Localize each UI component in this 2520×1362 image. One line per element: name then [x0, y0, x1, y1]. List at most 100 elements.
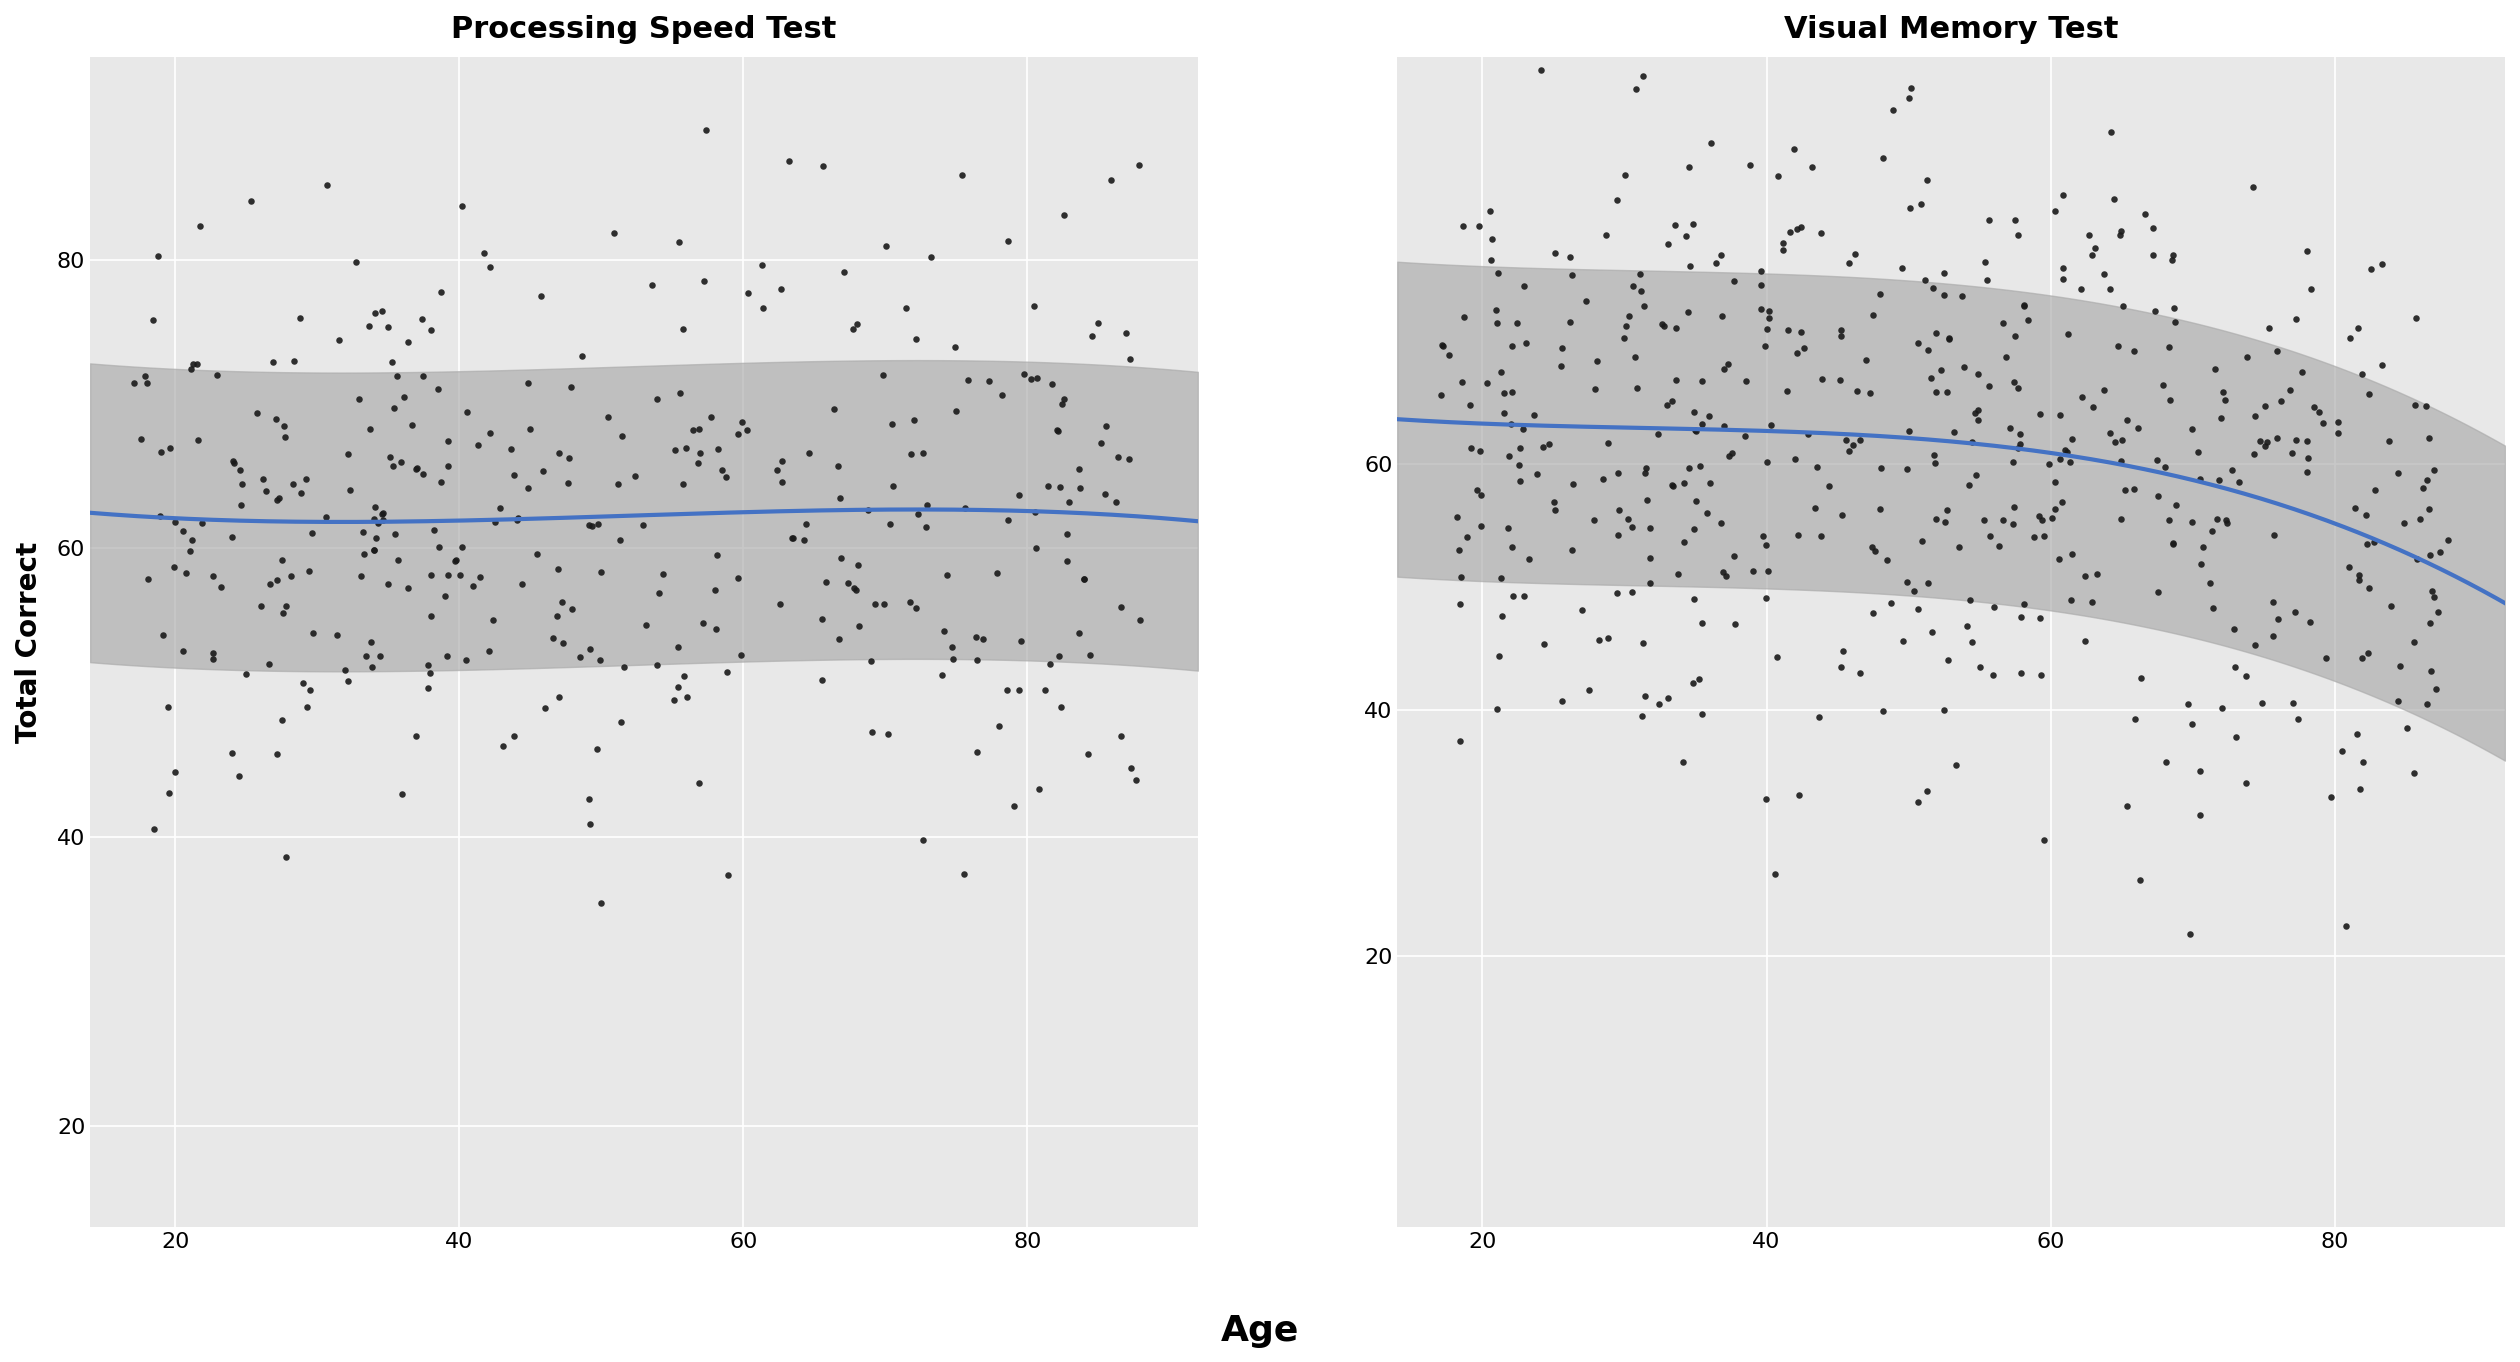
Point	[1925, 285, 1966, 306]
Point	[1754, 864, 1794, 885]
Point	[1887, 87, 1928, 109]
Point	[1673, 671, 1714, 693]
Point	[1688, 406, 1729, 428]
Point	[2137, 485, 2177, 507]
Point	[1822, 640, 1862, 662]
Point	[1971, 524, 2011, 546]
Point	[265, 595, 305, 617]
Point	[552, 598, 592, 620]
Point	[507, 372, 547, 394]
Text: Age: Age	[1220, 1314, 1300, 1348]
Point	[353, 656, 393, 678]
Point	[2107, 409, 2147, 430]
Point	[633, 274, 673, 296]
Point	[1746, 534, 1787, 556]
Point	[350, 316, 391, 338]
Point	[1799, 222, 1840, 244]
Point	[2177, 441, 2218, 463]
Point	[958, 741, 998, 763]
Point	[237, 403, 277, 425]
Point	[653, 689, 693, 711]
Point	[2044, 268, 2084, 290]
Point	[804, 155, 844, 177]
Point	[2409, 498, 2449, 520]
Point	[134, 309, 174, 331]
Point	[658, 636, 698, 658]
Point	[1714, 270, 1754, 291]
Point	[1681, 455, 1721, 477]
Point	[464, 242, 504, 264]
Point	[496, 509, 537, 531]
Point	[1026, 678, 1066, 700]
Point	[1542, 691, 1583, 712]
Point	[1966, 252, 2006, 274]
Point	[287, 560, 328, 582]
Point	[436, 549, 476, 571]
Point	[2145, 456, 2185, 478]
Point	[2346, 534, 2386, 556]
Point	[1898, 332, 1938, 354]
Point	[1777, 218, 1817, 240]
Point	[1099, 447, 1139, 469]
Point	[524, 697, 564, 719]
Point	[2258, 607, 2298, 629]
Point	[1663, 531, 1704, 553]
Point	[1605, 165, 1646, 187]
Point	[1998, 422, 2039, 444]
Point	[1063, 568, 1104, 590]
Point	[194, 565, 234, 587]
Point	[2051, 543, 2092, 565]
Point	[1746, 319, 1787, 340]
Point	[2407, 395, 2447, 417]
Point	[2064, 631, 2104, 652]
Point	[786, 513, 827, 535]
Point	[411, 564, 451, 586]
Point	[171, 530, 212, 552]
Point	[166, 563, 207, 584]
Point	[1830, 252, 1870, 274]
Point	[1046, 550, 1086, 572]
Point	[1525, 633, 1565, 655]
Point	[1950, 430, 1991, 452]
Point	[948, 369, 988, 391]
Point	[1910, 366, 1950, 388]
Point	[328, 443, 368, 464]
Point	[2361, 354, 2402, 376]
Point	[1046, 523, 1086, 545]
Point	[638, 388, 678, 410]
Point	[849, 498, 890, 520]
Point	[479, 497, 519, 519]
Point	[1446, 526, 1487, 548]
Point	[501, 573, 542, 595]
Point	[663, 474, 703, 496]
Point	[2147, 752, 2187, 774]
Point	[854, 592, 895, 614]
Point	[1998, 225, 2039, 247]
Point	[539, 685, 580, 707]
Point	[418, 537, 459, 558]
Point	[1522, 436, 1562, 458]
Point	[282, 671, 323, 693]
Point	[776, 34, 816, 56]
Point	[2245, 395, 2286, 417]
Point	[2412, 580, 2452, 602]
Point	[363, 300, 403, 321]
Point	[2021, 665, 2061, 686]
Point	[819, 486, 859, 508]
Point	[801, 607, 842, 629]
Point	[1860, 498, 1900, 520]
Point	[353, 539, 393, 561]
Point	[257, 409, 297, 430]
Point	[1101, 597, 1142, 618]
Point	[214, 452, 255, 474]
Point	[1552, 539, 1593, 561]
Point	[2071, 591, 2112, 613]
Point	[1000, 629, 1041, 651]
Point	[1620, 263, 1661, 285]
Point	[1625, 685, 1666, 707]
Point	[905, 516, 945, 538]
Point	[1701, 512, 1741, 534]
Point	[126, 372, 166, 394]
Point	[2024, 524, 2064, 546]
Point	[2041, 405, 2082, 426]
